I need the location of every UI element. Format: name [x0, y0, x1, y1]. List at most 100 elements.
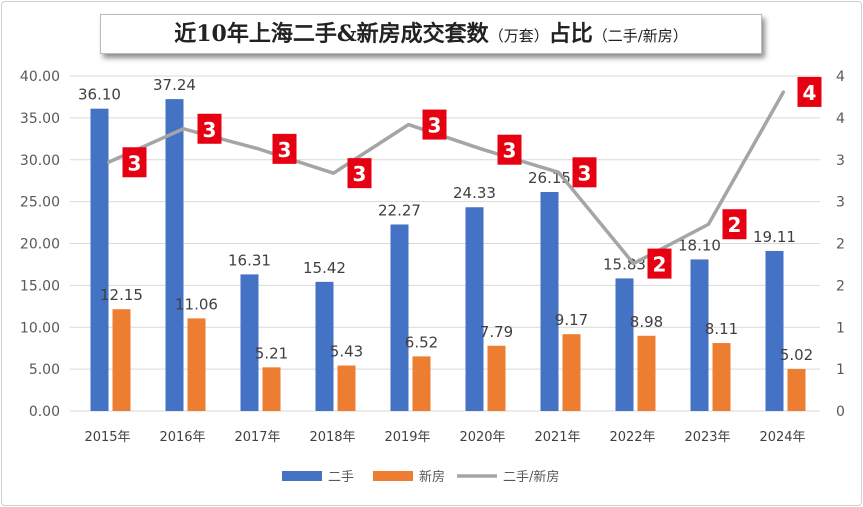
legend-swatch-xinfang [373, 471, 413, 481]
bar-xinfang [262, 367, 281, 411]
ratio-label: 4 [803, 81, 817, 105]
y-left-tick-label: 20.00 [20, 237, 60, 253]
bar-ershou [390, 224, 409, 411]
bar-ershou [540, 191, 559, 411]
ratio-label: 3 [353, 162, 367, 186]
line-point [482, 148, 485, 152]
y-left-tick-label: 15.00 [20, 278, 60, 294]
x-tick-label: 2015年 [84, 430, 130, 445]
ratio-label-box [647, 248, 672, 279]
bar-xinfang [562, 334, 581, 411]
bar-xinfang [187, 318, 206, 411]
ratio-label: 3 [203, 118, 217, 142]
data-label-xinfang: 5.43 [330, 343, 363, 361]
line-point [182, 127, 185, 131]
line-point [257, 147, 260, 151]
ratio-label-box [272, 133, 297, 164]
y-left-tick-label: 30.00 [20, 153, 60, 169]
data-label-xinfang: 12.15 [100, 286, 143, 304]
data-label-xinfang: 5.21 [255, 344, 288, 362]
bar-ershou [90, 108, 109, 411]
ratio-label-box [347, 158, 372, 189]
y-right-tick-label: 1 [836, 362, 845, 378]
line-point [782, 90, 785, 94]
line-point [557, 170, 560, 174]
ratio-label-box [197, 113, 222, 144]
x-tick-label: 2020年 [459, 430, 505, 445]
ratio-label-box [422, 109, 447, 140]
data-label-xinfang: 9.17 [555, 311, 588, 329]
ratio-label-box [722, 209, 747, 240]
ratio-label: 2 [728, 213, 742, 237]
data-label-xinfang: 6.52 [405, 333, 438, 351]
y-left-tick-label: 35.00 [20, 111, 60, 127]
title-main: 近10年上海二手&新房成交套数 [174, 21, 489, 47]
y-right-tick-label: 3 [836, 195, 845, 211]
y-left-tick-label: 10.00 [20, 320, 60, 336]
line-point [107, 160, 110, 164]
data-label-ershou: 22.27 [378, 201, 421, 219]
y-right-tick-label: 2 [836, 278, 845, 294]
ratio-label-box [497, 134, 522, 165]
ratio-label-box [122, 147, 147, 178]
data-label-ershou: 18.10 [678, 236, 721, 254]
x-tick-label: 2016年 [159, 430, 205, 445]
bar-ershou [765, 250, 784, 411]
data-label-xinfang: 11.06 [175, 295, 218, 313]
x-tick-label: 2018年 [309, 430, 355, 445]
bar-ershou [465, 207, 484, 411]
y-right-tick-label: 4 [836, 69, 845, 85]
data-label-xinfang: 7.79 [480, 323, 513, 341]
ratio-label: 3 [278, 138, 292, 162]
ratio-label: 3 [128, 151, 142, 175]
x-tick-label: 2024年 [759, 430, 805, 445]
y-right-tick-label: 4 [836, 111, 845, 127]
x-tick-label: 2021年 [534, 430, 580, 445]
y-left-tick-label: 0.00 [29, 404, 60, 420]
bar-ershou [690, 259, 709, 411]
y-right-tick-label: 3 [836, 153, 845, 169]
y-left-tick-label: 40.00 [20, 69, 60, 85]
bar-ershou [615, 278, 634, 411]
ratio-label: 3 [503, 139, 517, 163]
data-label-ershou: 15.42 [303, 259, 346, 277]
x-tick-label: 2022年 [609, 430, 655, 445]
x-tick-label: 2017年 [234, 430, 280, 445]
ratio-label: 3 [428, 114, 442, 138]
data-label-ershou: 19.11 [753, 228, 796, 246]
legend-label-xinfang: 新房 [419, 469, 445, 485]
line-point [632, 262, 635, 266]
y-left-tick-label: 25.00 [20, 195, 60, 211]
ratio-label-box [797, 76, 822, 107]
bar-ershou [165, 99, 184, 412]
line-point [407, 123, 410, 127]
bar-xinfang [712, 343, 731, 411]
line-point [707, 222, 710, 226]
x-tick-label: 2023年 [684, 430, 730, 445]
data-label-ershou: 37.24 [153, 76, 196, 94]
data-label-ershou: 16.31 [228, 251, 271, 269]
data-label-xinfang: 5.02 [780, 346, 813, 364]
ratio-label: 2 [653, 253, 667, 277]
bar-ershou [240, 274, 259, 411]
legend-label-ratio: 二手/新房 [503, 469, 559, 485]
bar-xinfang [487, 345, 506, 411]
bar-xinfang [412, 356, 431, 411]
data-label-xinfang: 8.11 [705, 320, 738, 338]
ratio-label-box [572, 157, 597, 188]
bar-xinfang [112, 309, 131, 411]
x-tick-label: 2019年 [384, 430, 430, 445]
data-label-xinfang: 8.98 [630, 313, 663, 331]
bar-ershou [315, 281, 334, 411]
y-left-tick-label: 5.00 [29, 362, 60, 378]
y-right-tick-label: 1 [836, 320, 845, 336]
title-ratio: 占比 [548, 21, 593, 47]
title-ratio-note: （二手/新房） [592, 27, 688, 45]
legend-label-ershou: 二手 [328, 470, 354, 485]
bar-xinfang [337, 365, 356, 411]
title-unit: （万套） [488, 27, 549, 45]
legend-swatch-ershou [282, 471, 322, 481]
ratio-label: 3 [578, 161, 592, 185]
